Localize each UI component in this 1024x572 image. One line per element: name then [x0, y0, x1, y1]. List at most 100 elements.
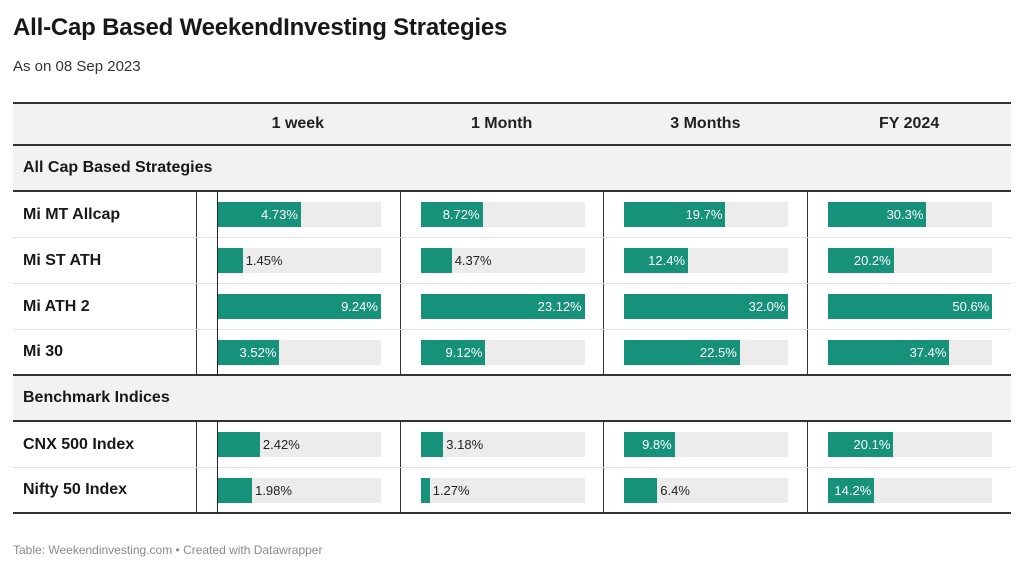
value-cell-1-week: 1.45%	[195, 238, 400, 283]
bar-value-label: 4.37%	[454, 253, 492, 268]
bar-mark	[216, 202, 301, 227]
row-name-cell: Mi MT Allcap	[23, 205, 121, 223]
table-row: Mi ATH 2 9.24% 23.12% 32.0% 50.6%	[13, 284, 1011, 330]
table-header-row: 1 week 1 Month 3 Months FY 2024	[13, 102, 1011, 146]
value-cell-1-week: 3.52%	[195, 330, 400, 374]
value-cell-1-month: 4.37%	[399, 238, 604, 283]
bar-mark	[420, 432, 444, 457]
bar-mark	[216, 478, 253, 503]
bar-value-label: 37.4%	[909, 345, 947, 360]
bar-mark	[828, 432, 894, 457]
table-footer-credit: Table: Weekendinvesting.com • Created wi…	[13, 543, 323, 557]
header-cell-1-week: 1 week	[271, 115, 325, 132]
bar-value-label: 19.7%	[685, 207, 723, 222]
bar-mark	[828, 478, 875, 503]
bar-track: 20.2%	[828, 248, 993, 273]
value-cell-3-months: 9.8%	[603, 422, 807, 467]
bar-mark	[624, 432, 675, 457]
bar-value-label: 32.0%	[748, 299, 786, 314]
bar-value-label: 3.18%	[446, 437, 484, 452]
value-cell-1-month: 9.12%	[399, 330, 604, 374]
bar-mark	[420, 478, 430, 503]
value-cell-fy-2024: 50.6%	[807, 284, 1011, 329]
value-cell-3-months: 19.7%	[603, 192, 807, 237]
value-cell-1-month: 23.12%	[399, 284, 604, 329]
value-cell-3-months: 12.4%	[603, 238, 807, 283]
bar-value-label: 1.45%	[245, 253, 283, 268]
value-cell-3-months: 6.4%	[603, 468, 807, 512]
bar-track: 3.52%	[216, 340, 381, 365]
value-cell-1-week: 4.73%	[195, 192, 400, 237]
header-cell-3-months: 3 Months	[670, 115, 741, 132]
header-cell-fy-2024: FY 2024	[879, 115, 940, 132]
bar-value-label: 4.73%	[261, 207, 298, 222]
bar-track: 37.4%	[828, 340, 993, 365]
table-row: Mi 30 3.52% 9.12% 22.5% 37.4%	[13, 330, 1011, 376]
value-cell-1-week: 9.24%	[195, 284, 400, 329]
bar-track: 32.0%	[624, 294, 789, 319]
group-header-label: Benchmark Indices	[23, 389, 170, 406]
table-row: Mi MT Allcap 4.73% 8.72% 19.7% 30.3%	[13, 192, 1011, 238]
bar-track: 14.2%	[828, 478, 993, 503]
bar-track: 12.4%	[624, 248, 789, 273]
bar-mark	[420, 202, 483, 227]
value-cell-3-months: 22.5%	[603, 330, 807, 374]
bar-value-label: 50.6%	[952, 299, 990, 314]
header-cell-1-month: 1 Month	[470, 115, 533, 132]
bar-track: 8.72%	[420, 202, 585, 227]
table-row: Nifty 50 Index 1.98% 1.27% 6.4% 14.2%	[13, 468, 1011, 514]
value-cell-1-week: 1.98%	[195, 468, 400, 512]
bar-track: 50.6%	[828, 294, 993, 319]
bar-track: 1.45%	[216, 248, 381, 273]
bar-mark	[624, 478, 658, 503]
value-cell-fy-2024: 14.2%	[807, 468, 1011, 512]
bar-value-label: 22.5%	[699, 345, 737, 360]
bar-mark	[828, 248, 894, 273]
value-cell-1-month: 1.27%	[399, 468, 604, 512]
group-header-label: All Cap Based Strategies	[23, 159, 213, 176]
bar-mark	[216, 340, 280, 365]
bar-value-label: 14.2%	[834, 483, 872, 498]
bar-track: 6.4%	[624, 478, 789, 503]
bar-track: 20.1%	[828, 432, 993, 457]
bar-mark	[624, 248, 689, 273]
bar-mark	[216, 248, 243, 273]
returns-table: 1 week 1 Month 3 Months FY 2024 All Cap …	[13, 102, 1011, 514]
table-row: CNX 500 Index 2.42% 3.18% 9.8% 20.1%	[13, 422, 1011, 468]
page-subtitle: As on 08 Sep 2023	[13, 58, 141, 75]
bar-track: 3.18%	[420, 432, 585, 457]
page-title: All-Cap Based WeekendInvesting Strategie…	[13, 14, 508, 41]
bar-value-label: 6.4%	[660, 483, 690, 498]
bar-mark	[624, 202, 726, 227]
bar-track: 1.27%	[420, 478, 585, 503]
bar-track: 9.12%	[420, 340, 585, 365]
bar-value-label: 23.12%	[537, 299, 582, 314]
bar-mark	[828, 294, 993, 319]
value-cell-1-month: 8.72%	[399, 192, 604, 237]
bar-track: 30.3%	[828, 202, 993, 227]
table-row: Mi ST ATH 1.45% 4.37% 12.4% 20.2%	[13, 238, 1011, 284]
bar-track: 4.37%	[420, 248, 585, 273]
bar-value-label: 2.42%	[262, 437, 300, 452]
bar-mark	[216, 294, 381, 319]
row-name-cell: Mi 30	[23, 343, 64, 360]
bar-track: 22.5%	[624, 340, 789, 365]
value-cell-1-week: 2.42%	[195, 422, 400, 467]
bar-track: 2.42%	[216, 432, 381, 457]
bar-value-label: 9.12%	[445, 345, 483, 360]
bar-mark	[420, 294, 585, 319]
value-cell-fy-2024: 30.3%	[807, 192, 1011, 237]
bar-mark	[420, 248, 452, 273]
bar-mark	[216, 432, 260, 457]
value-cell-1-month: 3.18%	[399, 422, 604, 467]
bar-value-label: 9.24%	[341, 299, 378, 314]
bar-value-label: 1.98%	[255, 483, 292, 498]
zero-baseline	[216, 422, 218, 514]
group-header-row: All Cap Based Strategies	[13, 146, 1011, 192]
bar-value-label: 9.8%	[642, 437, 672, 452]
group-header-row: Benchmark Indices	[13, 376, 1011, 422]
bar-mark	[624, 294, 789, 319]
bar-mark	[828, 202, 927, 227]
bar-value-label: 20.2%	[853, 253, 891, 268]
bar-value-label: 3.52%	[239, 345, 277, 360]
